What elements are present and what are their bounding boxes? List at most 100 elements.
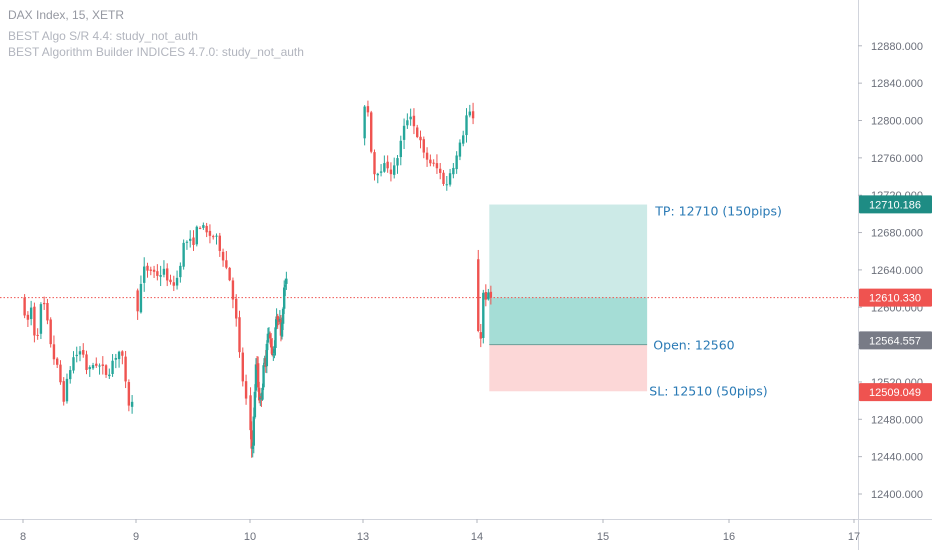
candle-body [212,236,215,238]
candle-body [156,271,159,276]
candle-body [124,356,127,382]
x-tick-label: 16 [723,531,735,543]
candle-body [139,283,143,313]
candle-body [448,173,452,185]
candle-body [241,352,244,382]
candle-body [101,364,104,366]
candle-body [422,139,425,153]
candle-body [265,343,269,367]
candle-body [251,446,254,450]
price-badge-label-current: 12610.330 [869,293,921,305]
stop-loss-zone[interactable] [489,344,648,392]
candle-body [82,350,85,355]
candle-body [228,267,231,281]
candle-body [159,275,162,277]
candle-body [363,106,366,139]
candle-body [98,365,101,367]
candle-body [215,235,218,237]
candle-body [272,353,275,355]
candle-body [225,260,228,268]
candle-body [152,269,156,272]
candle-body [396,158,399,166]
candle-body [182,242,185,267]
indicator-legend-1[interactable]: BEST Algo S/R 4.4: study_not_auth [8,29,198,43]
candle-body [175,277,179,286]
candle-body [127,382,131,406]
candle-body [399,140,402,158]
candle-body [429,159,432,164]
candle-body [389,169,393,175]
candle-body [379,171,383,173]
candle-body [479,332,482,339]
open-pnl-zone [489,297,648,345]
candle-body [62,381,65,402]
y-tick-label: 12800.000 [871,116,923,128]
candle-body [386,161,389,169]
candle-body [108,374,111,377]
candle-body [273,348,276,354]
candle-body [435,163,439,169]
price-badge-open[interactable] [859,331,932,350]
y-tick-label: 12680.000 [871,228,923,240]
candle-body [95,363,98,366]
candle-body [33,306,36,336]
indicator-legend-2[interactable]: BEST Algorithm Builder INDICES 4.7.0: st… [8,45,304,59]
y-tick-label: 12840.000 [871,78,923,90]
candle-body [36,334,39,336]
x-tick-label: 8 [20,531,26,543]
candle-body [29,307,33,320]
candle-body [179,265,182,278]
candle-body [258,387,261,401]
candle-body [267,333,271,335]
candle-body [284,284,287,287]
candle-body [416,127,419,138]
candle-body [412,115,416,127]
candle-body [406,120,409,126]
candle-body [52,344,56,360]
candle-body [432,162,435,164]
candle-body [482,292,485,338]
candle-body [39,304,43,334]
x-tick-label: 10 [244,531,256,543]
candle-body [114,358,118,360]
candle-body [244,381,248,399]
candle-body [162,268,166,275]
x-tick-label: 14 [471,531,483,543]
candle-body [121,351,124,356]
candle-body [409,116,412,120]
y-tick-label: 12440.000 [871,452,923,464]
candle-body [46,303,49,321]
candle-body [205,225,208,233]
x-tick-label: 13 [357,531,369,543]
open-label: Open: 12560 [653,338,734,353]
y-tick-label: 12760.000 [871,153,923,165]
candle-body [471,111,475,119]
candle-body [69,370,72,380]
candle-body [49,319,52,345]
price-badge-sl[interactable] [859,383,932,402]
candle-body [72,357,75,371]
candle-body [143,266,146,283]
candle-body [276,315,279,320]
price-badge-tp[interactable] [859,195,932,214]
candle-body [26,314,30,320]
candle-body [78,351,82,355]
price-badge-current[interactable] [859,288,932,307]
candle-body [221,251,225,261]
candle-body [275,316,278,327]
x-tick-label: 17 [848,531,860,543]
symbol-title[interactable]: DAX Index, 15, XETR [8,8,125,22]
candle-body [146,265,149,271]
candle-body [468,111,471,116]
price-badge-label-sl: 12509.049 [869,387,921,399]
candle-body [59,364,62,383]
candle-body [268,334,272,339]
candle-body [261,387,264,400]
candle-body [393,165,396,175]
candle-body [254,364,258,391]
candle-body [195,226,198,245]
candle-body [192,237,195,245]
candle-body [238,317,241,353]
